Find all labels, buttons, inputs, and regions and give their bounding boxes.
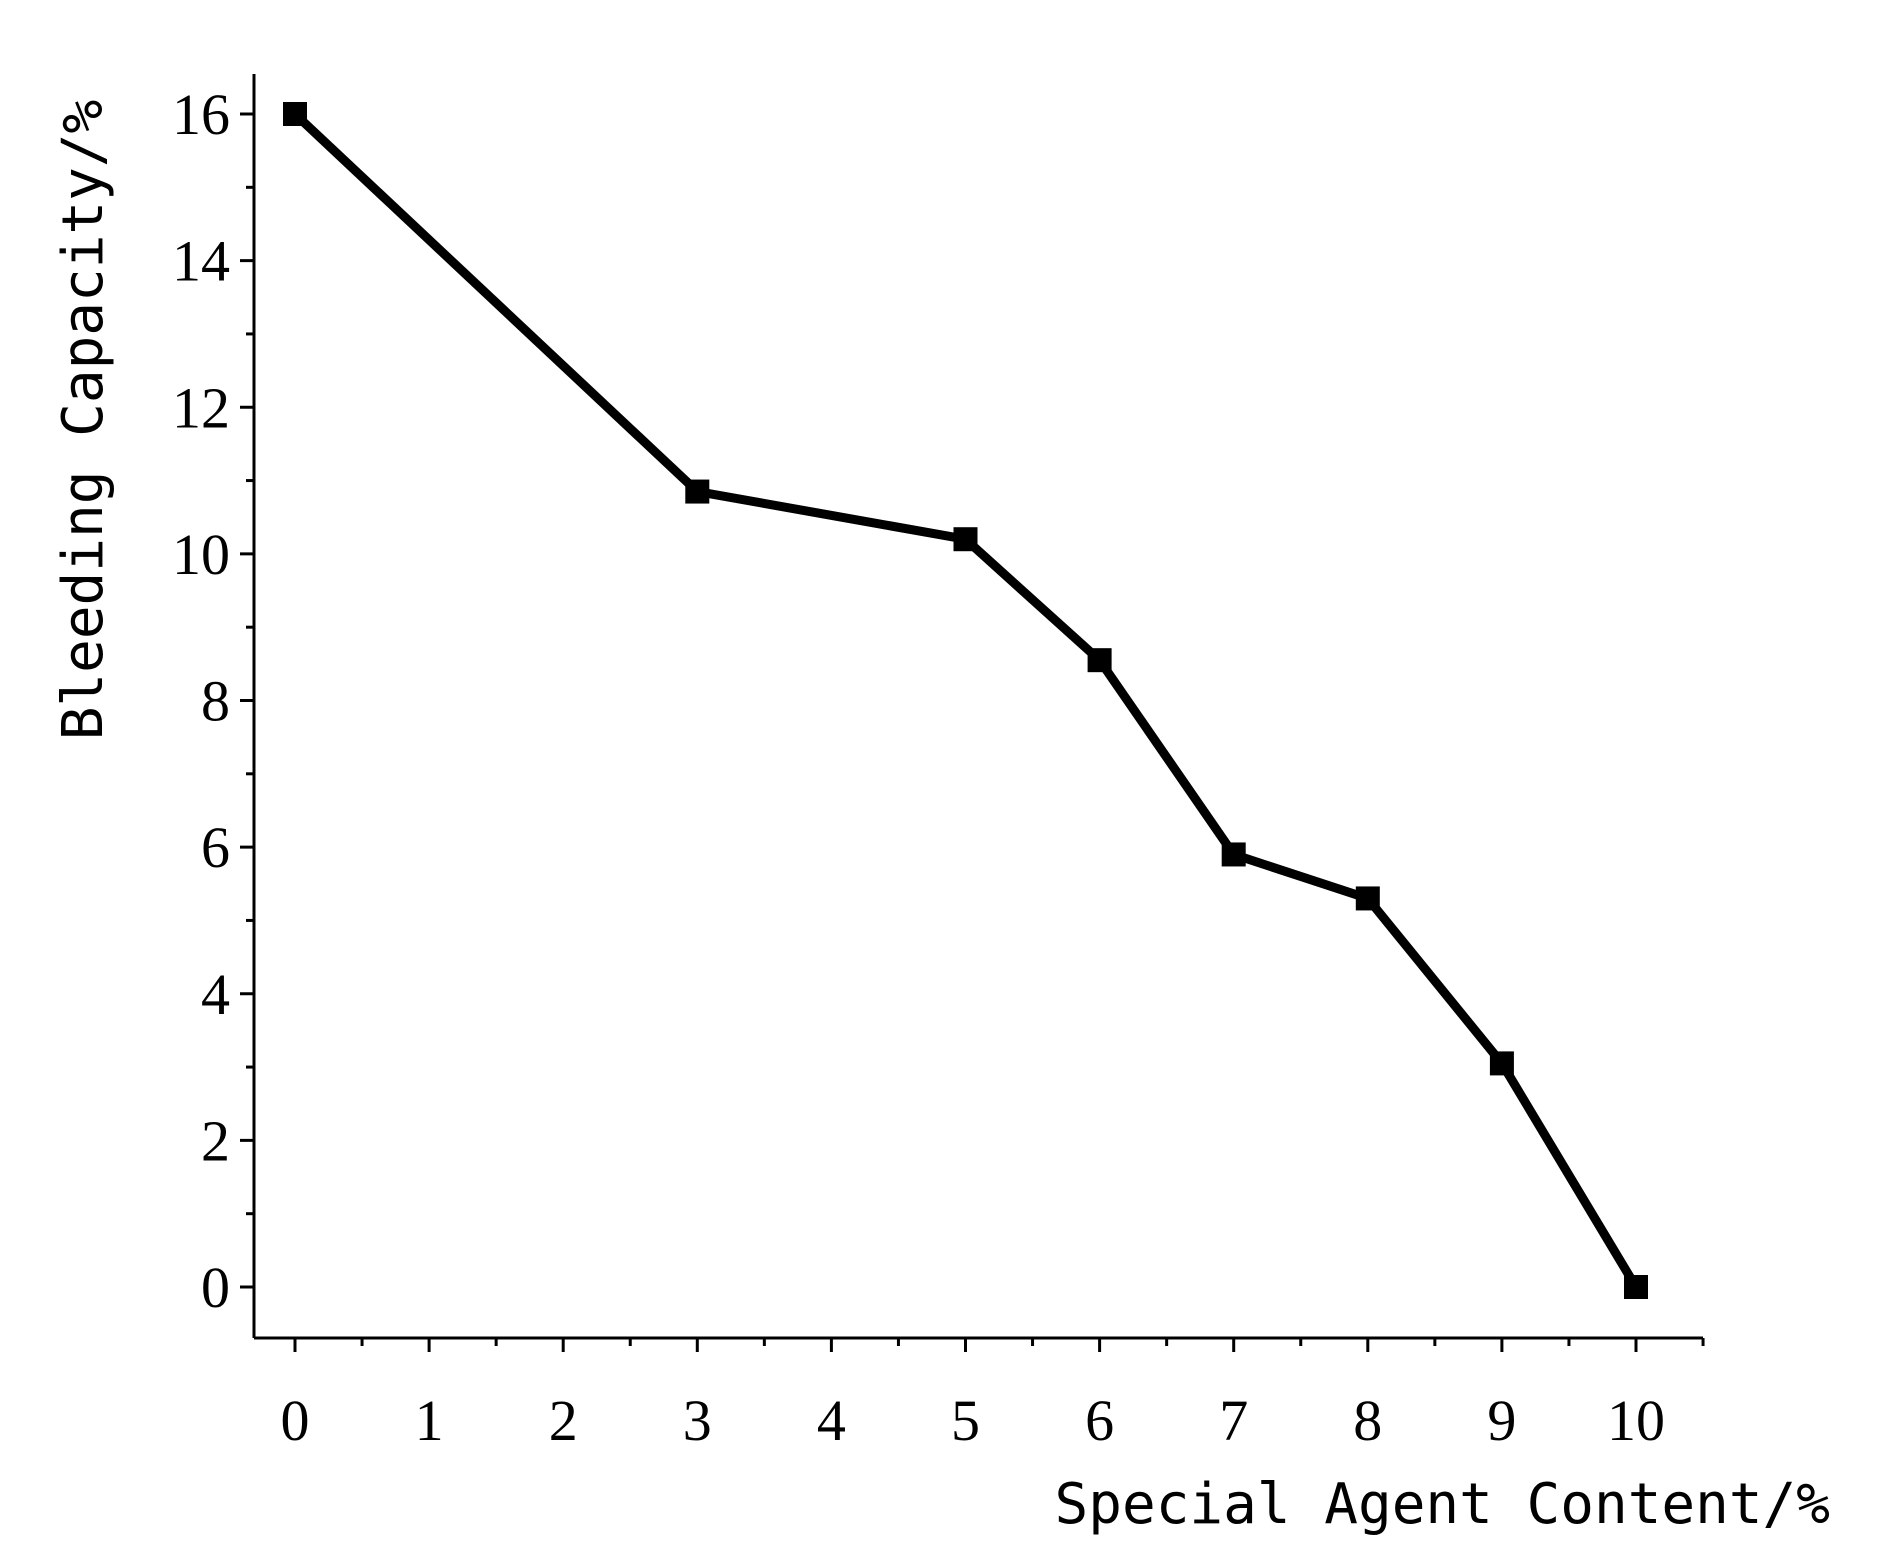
y-tick-label: 4 (201, 962, 230, 1027)
data-point-marker (1087, 648, 1112, 673)
x-tick-label: 9 (1487, 1388, 1516, 1453)
x-tick-label: 0 (281, 1388, 310, 1453)
y-tick-label: 16 (172, 82, 230, 147)
y-tick-label: 12 (172, 375, 230, 440)
x-tick-label: 5 (951, 1388, 980, 1453)
data-point-marker (685, 479, 710, 504)
x-tick-label: 8 (1353, 1388, 1382, 1453)
data-point-marker (953, 527, 978, 552)
x-tick-label: 10 (1607, 1388, 1665, 1453)
data-point-marker (1624, 1275, 1648, 1299)
y-axis-ticks: 0 2 4 6 8 10 12 14 16 (172, 82, 254, 1320)
y-tick-label: 10 (172, 522, 230, 587)
y-tick-label: 2 (201, 1108, 230, 1173)
x-tick-label: 4 (817, 1388, 846, 1453)
y-axis-title: Bleeding Capacity/% (51, 100, 116, 741)
y-tick-label: 6 (201, 815, 230, 880)
y-tick-label: 14 (172, 229, 230, 294)
data-series (283, 102, 1648, 1299)
x-tick-label: 6 (1085, 1388, 1114, 1453)
y-tick-label: 0 (201, 1255, 230, 1320)
x-axis-title: Special Agent Content/% (1055, 1472, 1830, 1537)
data-point-marker (1221, 842, 1246, 867)
x-tick-label: 1 (415, 1388, 444, 1453)
y-tick-label: 8 (201, 669, 230, 734)
x-tick-label: 3 (683, 1388, 712, 1453)
x-axis-ticks: 0 1 2 3 4 5 6 7 8 9 10 (281, 1338, 1705, 1453)
x-tick-label: 2 (549, 1388, 578, 1453)
data-point-marker (283, 102, 307, 126)
data-point-marker (1489, 1051, 1514, 1076)
series-line (291, 110, 1640, 1290)
data-point-marker (1355, 886, 1380, 911)
x-tick-label: 7 (1219, 1388, 1248, 1453)
